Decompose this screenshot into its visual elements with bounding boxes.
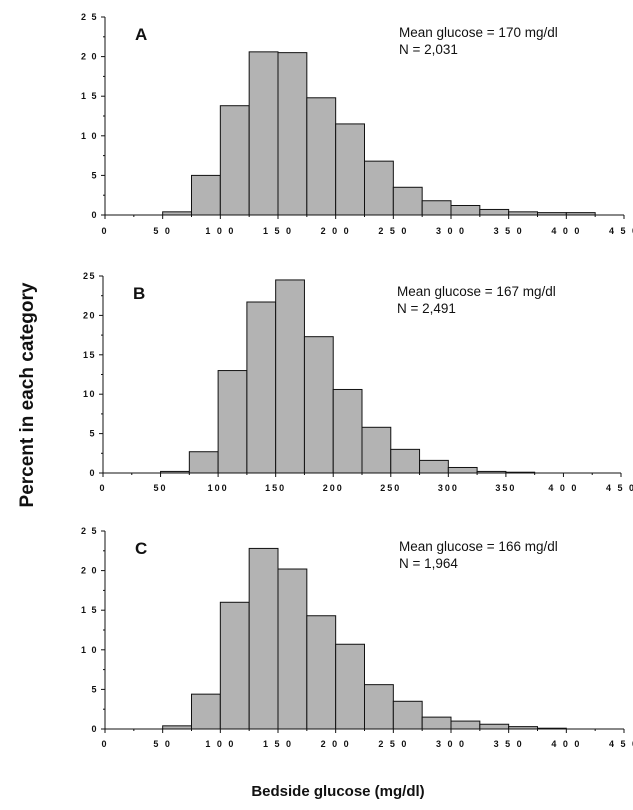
- x-tick-label: 5 0: [153, 739, 172, 749]
- x-tick-label: 0: [99, 483, 106, 493]
- x-tick-label: 3 5 0: [494, 226, 524, 236]
- y-tick-label: 1 5: [81, 605, 98, 615]
- panel-label: A: [135, 25, 147, 44]
- x-tick-label: 4 0 0: [551, 739, 581, 749]
- y-tick-label: 20: [83, 310, 96, 320]
- bar-b-250: [390, 448, 421, 474]
- x-tick-label: 1 5 0: [263, 739, 293, 749]
- bar-a-225: [364, 160, 394, 216]
- bar-c-125: [248, 547, 279, 730]
- x-tick-label: 2 5 0: [378, 739, 408, 749]
- x-tick-label: 5 0: [153, 226, 172, 236]
- x-axis-title: Bedside glucose (mg/dl): [251, 783, 424, 800]
- mean-annotation: Mean glucose = 170 mg/dl: [399, 25, 558, 40]
- x-tick-label: 4 0 0: [551, 226, 581, 236]
- bar-a-125: [248, 51, 279, 216]
- x-tick-label: 3 0 0: [436, 226, 466, 236]
- x-tick-label: 4 5 0: [609, 739, 633, 749]
- bar-a-175: [306, 97, 337, 216]
- y-tick-label: 0: [91, 724, 98, 734]
- y-tick-label: 2 5: [81, 526, 98, 536]
- x-tick-label: 350: [495, 483, 516, 493]
- bar-b-200: [332, 388, 363, 474]
- bar-c-225: [364, 684, 394, 730]
- y-tick-label: 1 0: [81, 131, 98, 141]
- bar-c-325: [479, 723, 510, 730]
- y-tick-label: 0: [89, 468, 96, 478]
- bar-c-100: [219, 601, 250, 730]
- bar-c-200: [335, 643, 365, 730]
- n-annotation: N = 2,031: [399, 42, 458, 57]
- y-tick-label: 1 0: [81, 645, 98, 655]
- x-tick-label: 2 0 0: [321, 739, 351, 749]
- y-tick-label: 5: [91, 170, 98, 180]
- x-tick-label: 3 5 0: [494, 739, 524, 749]
- panel-c: 0 5 1 0 1 5 2 0 2 5 0 5 0 1 0 0 1 5 0 2 0 0 2 5 0 3 …: [81, 526, 633, 749]
- bar-b-100: [217, 370, 248, 474]
- bar-c-75: [191, 693, 221, 730]
- bar-b-225: [361, 426, 392, 474]
- x-tick-label: 1 0 0: [205, 739, 235, 749]
- bar-a-300: [450, 204, 481, 216]
- x-tick-label: 0: [101, 739, 108, 749]
- y-tick-label: 15: [83, 350, 96, 360]
- x-tick-label: 250: [380, 483, 401, 493]
- bar-a-100: [219, 105, 250, 216]
- bar-b-300: [447, 466, 478, 474]
- bar-a-75: [191, 174, 221, 216]
- bar-b-275: [419, 459, 449, 474]
- x-tick-label: 150: [265, 483, 286, 493]
- x-tick-label: 2 5 0: [378, 226, 408, 236]
- bar-b-150: [275, 279, 305, 474]
- x-tick-label: 1 5 0: [263, 226, 293, 236]
- x-tick-label: 50: [154, 483, 168, 493]
- panel-label: C: [135, 539, 147, 558]
- bar-a-275: [421, 200, 452, 216]
- x-tick-label: 1 0 0: [205, 226, 235, 236]
- panel-a: 0 5 1 0 1 5 2 0 2 5 0 5 0 1 0 0 1 5 0 2 0 0 2 5 0 3 …: [81, 12, 633, 236]
- y-tick-label: 10: [83, 389, 96, 399]
- x-tick-label: 2 0 0: [321, 226, 351, 236]
- x-tick-label: 300: [438, 483, 459, 493]
- y-tick-label: 1 5: [81, 91, 98, 101]
- bar-b-125: [246, 301, 277, 474]
- x-tick-label: 100: [208, 483, 229, 493]
- y-axis-title: Percent in each category: [17, 282, 38, 507]
- y-tick-label: 0: [91, 210, 98, 220]
- n-annotation: N = 1,964: [399, 556, 458, 571]
- n-annotation: N = 2,491: [397, 301, 456, 316]
- y-tick-label: 2 0: [81, 52, 98, 62]
- panels-group: 0 5 1 0 1 5 2 0 2 5 0 5 0 1 0 0 1 5 0 2 0 0 2 5 0 3 …: [81, 12, 633, 749]
- y-tick-label: 25: [83, 271, 96, 281]
- bar-a-250: [392, 186, 423, 216]
- bar-c-275: [421, 716, 452, 730]
- y-tick-label: 5: [89, 429, 96, 439]
- y-tick-label: 5: [91, 684, 98, 694]
- x-tick-label: 3 0 0: [436, 739, 466, 749]
- y-tick-label: 2 0: [81, 566, 98, 576]
- bar-c-175: [306, 615, 337, 730]
- y-tick-label: 2 5: [81, 12, 98, 22]
- bar-a-325: [479, 208, 510, 216]
- bar-b-75: [188, 451, 219, 474]
- mean-annotation: Mean glucose = 167 mg/dl: [397, 284, 556, 299]
- bar-c-250: [392, 700, 423, 730]
- x-tick-label: 4 0 0: [548, 483, 578, 493]
- x-tick-label: 200: [323, 483, 344, 493]
- x-tick-label: 0: [101, 226, 108, 236]
- bar-c-300: [450, 720, 481, 730]
- x-tick-label: 4 5 0: [609, 226, 633, 236]
- bar-b-175: [303, 336, 334, 474]
- mean-annotation: Mean glucose = 166 mg/dl: [399, 539, 558, 554]
- x-tick-label: 4 5 0: [606, 483, 633, 493]
- panel-label: B: [133, 284, 145, 303]
- bar-a-200: [335, 123, 365, 216]
- bar-a-150: [277, 52, 308, 216]
- bar-c-150: [277, 568, 308, 730]
